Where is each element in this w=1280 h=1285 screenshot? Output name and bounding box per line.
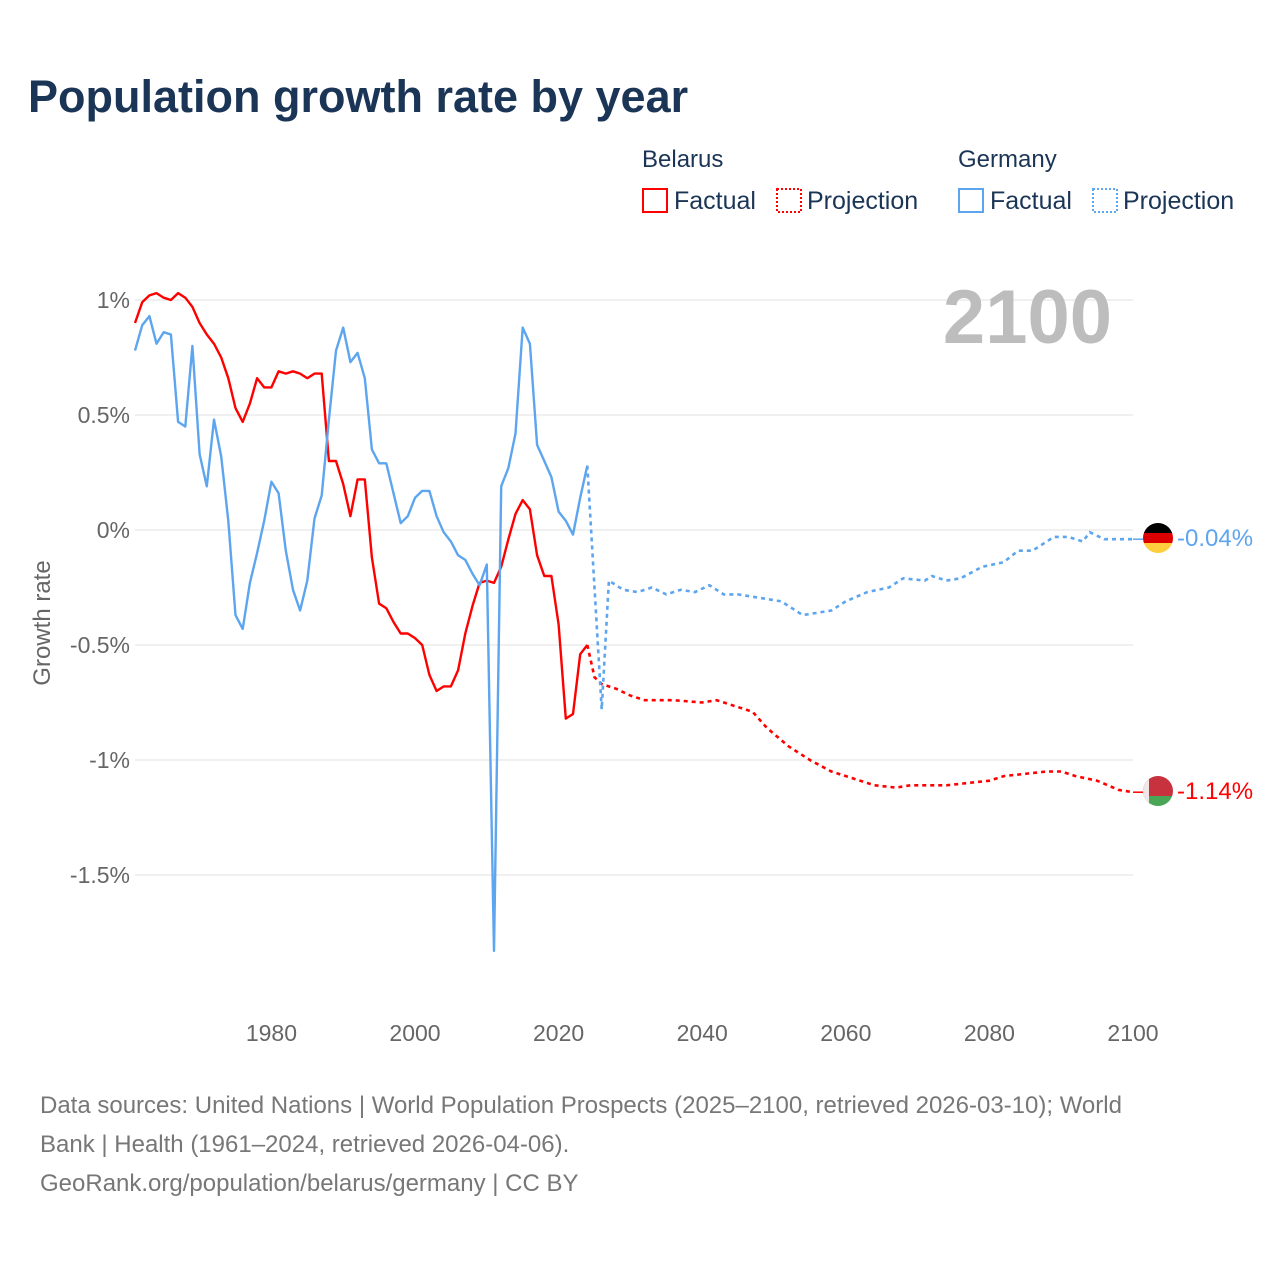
x-tick-label: 2060 (820, 1020, 871, 1046)
y-axis-label: Growth rate (29, 560, 56, 685)
belarus-projection-line (586, 644, 1134, 794)
legend: Belarus Factual Projection Germany Factu… (642, 146, 1234, 215)
germany-flag-icon (1143, 523, 1173, 553)
belarus-factual-line (133, 291, 589, 720)
footer-sources-line1: Data sources: United Nations | World Pop… (40, 1092, 1122, 1119)
y-tick-label: -1% (89, 747, 130, 773)
footer-attribution-link[interactable]: GeoRank.org/population/belarus/germany |… (40, 1170, 579, 1197)
x-tick-label: 2040 (677, 1020, 728, 1046)
current-year-watermark: 2100 (943, 275, 1112, 360)
legend-belarus-title: Belarus (642, 146, 723, 173)
x-tick-label: 1980 (246, 1020, 297, 1046)
gridlines (135, 299, 1133, 876)
legend-belarus-projection-swatch[interactable] (776, 188, 802, 213)
belarus-flag-icon (1143, 776, 1173, 806)
belarus-end-value-label: -1.14% (1177, 778, 1253, 805)
x-tick-label: 2080 (964, 1020, 1015, 1046)
legend-germany-title: Germany (958, 146, 1057, 173)
y-tick-label: -1.5% (70, 862, 130, 888)
x-tick-label: 2020 (533, 1020, 584, 1046)
x-axis-ticks: 1980 2000 2020 2040 2060 2080 2100 (246, 1020, 1159, 1046)
legend-germany-projection-label[interactable]: Projection (1123, 187, 1234, 215)
footer-sources-line2: Bank | Health (1961–2024, retrieved 2026… (40, 1131, 569, 1158)
germany-projection-line (586, 465, 1133, 710)
y-tick-label: -0.5% (70, 632, 130, 658)
x-tick-label: 2000 (389, 1020, 440, 1046)
y-tick-label: 0.5% (78, 402, 130, 428)
legend-belarus-projection-label[interactable]: Projection (807, 187, 918, 215)
series-lines (133, 291, 1143, 953)
footer: Data sources: United Nations | World Pop… (40, 1092, 1122, 1197)
germany-factual-line (133, 314, 589, 953)
y-tick-label: 0% (97, 517, 130, 543)
legend-germany-projection-swatch[interactable] (1092, 188, 1118, 213)
germany-end-value-label: -0.04% (1177, 525, 1253, 552)
x-tick-label: 2100 (1107, 1020, 1158, 1046)
y-axis-ticks: 1% 0.5% 0% -0.5% -1% -1.5% (70, 287, 130, 888)
chart-title: Population growth rate by year (28, 71, 688, 122)
legend-germany-factual-swatch[interactable] (958, 188, 984, 213)
y-tick-label: 1% (97, 287, 130, 313)
legend-belarus-factual-label[interactable]: Factual (674, 187, 756, 215)
legend-germany-factual-label[interactable]: Factual (990, 187, 1072, 215)
legend-belarus-factual-swatch[interactable] (642, 188, 668, 213)
